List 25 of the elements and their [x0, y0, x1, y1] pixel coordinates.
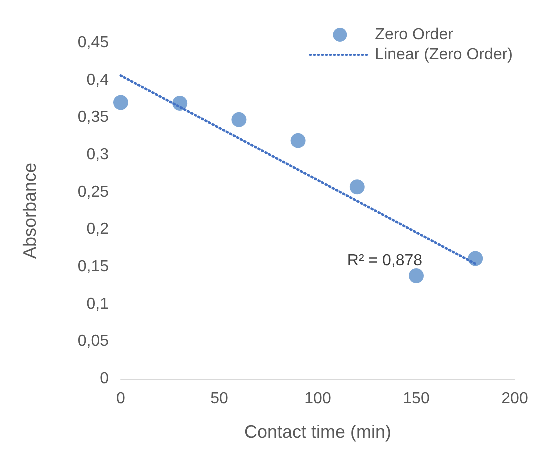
y-tick-label: 0,1 — [86, 296, 110, 313]
y-tick-label: 0,35 — [78, 109, 110, 126]
y-tick-label: 0,3 — [86, 146, 110, 164]
x-tick-label: 50 — [210, 390, 228, 408]
point — [290, 133, 306, 148]
x-axis-title: Contact time (min) — [244, 422, 392, 442]
point — [350, 180, 365, 195]
point — [114, 95, 128, 110]
x-tick-label: 200 — [502, 390, 528, 408]
y-tick-label: 0,45 — [78, 34, 110, 52]
x-tick-label: 0 — [116, 390, 126, 408]
y-tick-label: 0,4 — [86, 72, 110, 89]
x-tick-label: 100 — [304, 390, 332, 408]
point — [232, 112, 247, 128]
annotation: R² = 0,878 — [347, 252, 423, 270]
y-tick-label: 0,15 — [78, 258, 110, 276]
y-tick-label: 0 — [100, 370, 110, 388]
legend-label: Zero Order — [375, 26, 454, 44]
y-tick-label: 0,05 — [78, 333, 110, 350]
y-tick-label: 0,25 — [78, 184, 110, 201]
x-tick-label: 150 — [403, 390, 430, 408]
legend-label: Linear (Zero Order) — [375, 46, 514, 64]
point — [409, 268, 424, 284]
y-tick-label: 0,2 — [86, 221, 110, 238]
y-axis-title: Absorbance — [20, 162, 40, 260]
